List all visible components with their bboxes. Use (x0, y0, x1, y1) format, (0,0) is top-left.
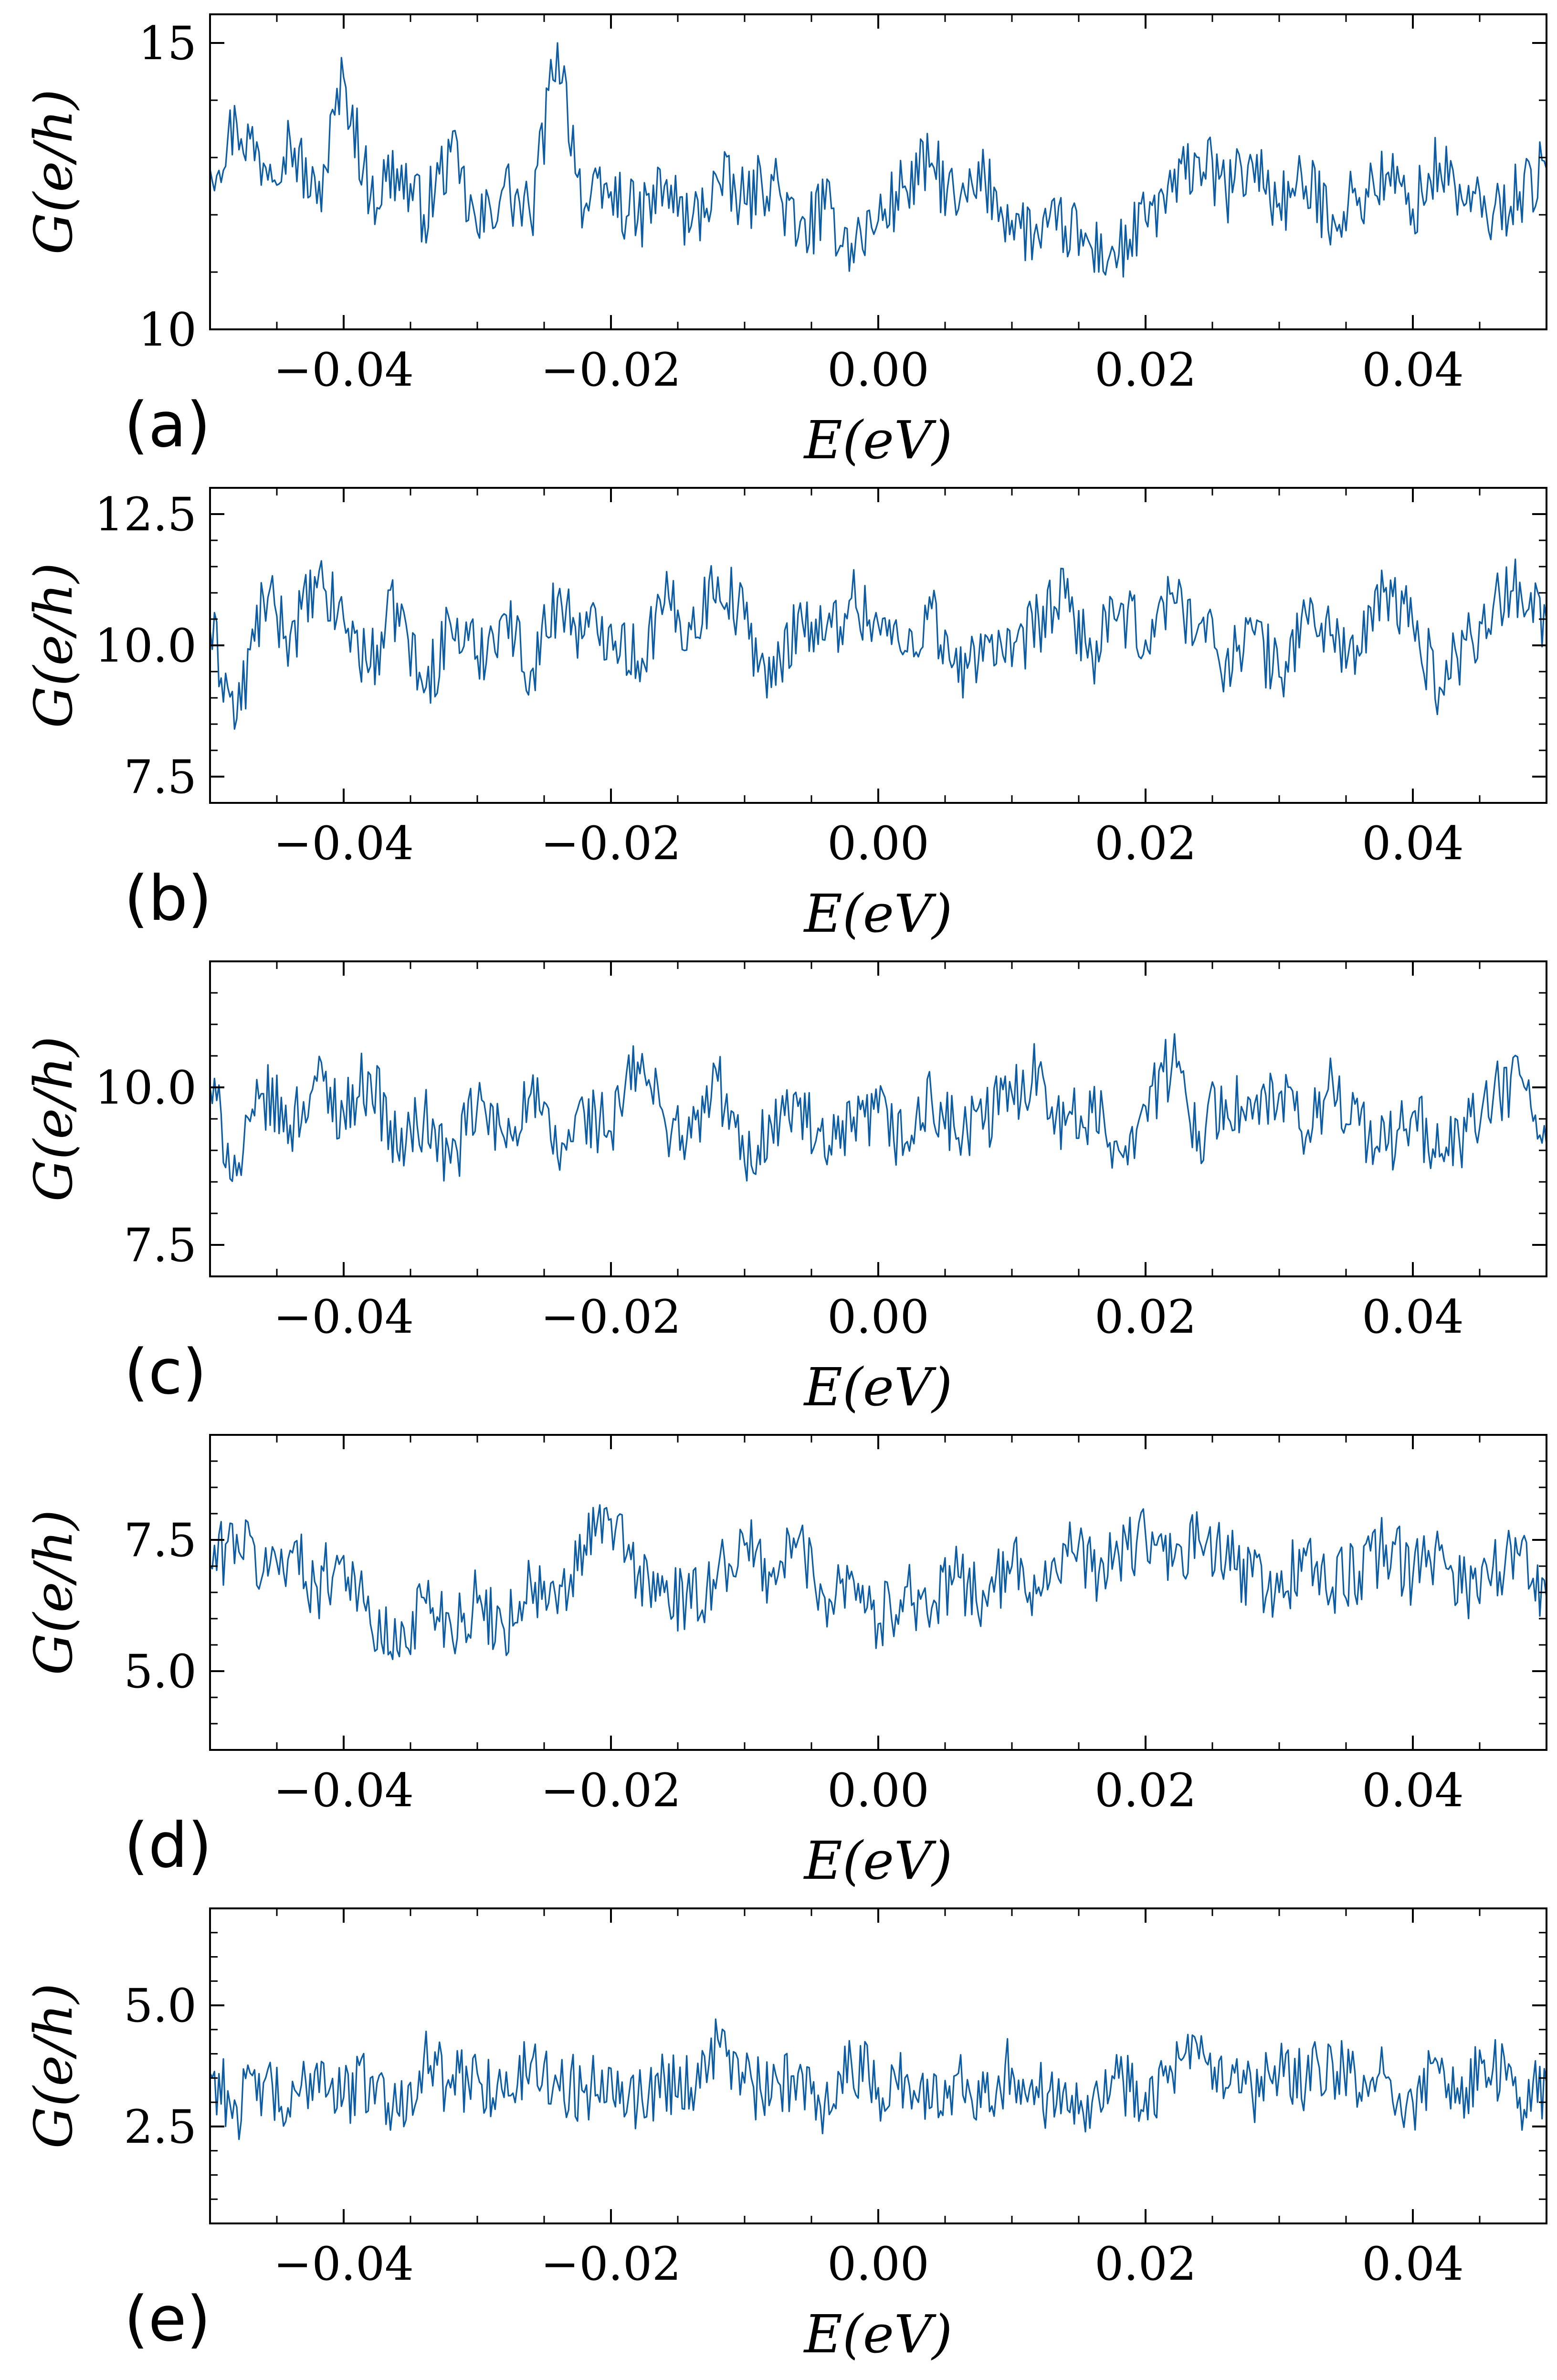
panel-0: −0.04 −0.02 0.00 0.02 0.04 10 15 E(eV) G(e/h) (a) (23, 13, 1547, 471)
plot-frame (209, 487, 1547, 804)
x-axis-label: E(eV) (803, 883, 953, 944)
series-line (210, 42, 1546, 278)
series-line (210, 558, 1546, 730)
y-tick-label: 7.5 (124, 750, 197, 804)
x-axis-label: E(eV) (803, 1830, 953, 1891)
y-tick-label: 15 (138, 17, 197, 70)
x-tick-label: −0.04 (274, 817, 414, 870)
panel-label: (e) (124, 2283, 210, 2355)
x-tick-label: −0.02 (541, 817, 681, 870)
x-tick-label: 0.02 (1094, 1290, 1197, 1344)
y-tick-label: 2.5 (124, 2100, 197, 2154)
series-line (210, 1504, 1546, 1660)
x-tick-label: 0.02 (1094, 2237, 1197, 2291)
series-line (210, 1033, 1546, 1182)
y-axis-label: G(e/h) (23, 563, 84, 728)
panel-label: (b) (124, 862, 212, 935)
panel-2: −0.04 −0.02 0.00 0.02 0.04 7.5 10.0 E(eV) G(e/h)… (23, 960, 1547, 1418)
x-tick-label: 0.00 (827, 1764, 929, 1817)
y-tick-label: 12.5 (95, 488, 197, 541)
x-axis-label: E(eV) (803, 1357, 953, 1418)
panel-label: (c) (124, 1336, 207, 1408)
y-axis-label: G(e/h) (23, 1510, 84, 1675)
y-tick-label: 7.5 (124, 1514, 197, 1567)
y-tick-label: 7.5 (124, 1219, 197, 1272)
panel-3: −0.04 −0.02 0.00 0.02 0.04 5.0 7.5 E(eV) G(e/h) (… (23, 1434, 1547, 1891)
x-tick-label: 0.00 (827, 1290, 929, 1344)
y-tick-label: 10.0 (95, 1061, 197, 1115)
y-axis-label: G(e/h) (23, 1036, 84, 1202)
plot-frame (209, 960, 1547, 1277)
plot-frame (209, 1434, 1547, 1751)
x-tick-label: 0.00 (827, 2237, 929, 2291)
x-tick-label: 0.02 (1094, 817, 1197, 870)
y-axis-label: G(e/h) (23, 89, 84, 255)
y-axis-label: G(e/h) (23, 1983, 84, 2149)
x-tick-label: 0.04 (1362, 1764, 1464, 1817)
x-tick-label: −0.02 (541, 1764, 681, 1817)
panel-label: (a) (124, 389, 210, 461)
plot-frame (209, 1907, 1547, 2224)
x-tick-label: 0.02 (1094, 343, 1197, 397)
panel-1: −0.04 −0.02 0.00 0.02 0.04 7.5 10.0 12.5 E(eV) G(… (23, 487, 1547, 944)
x-tick-label: 0.00 (827, 343, 929, 397)
x-tick-label: −0.04 (274, 1290, 414, 1344)
y-tick-label: 5.0 (124, 1979, 197, 2032)
y-tick-label: 10.0 (95, 619, 197, 673)
x-tick-label: 0.04 (1362, 817, 1464, 870)
x-tick-label: −0.02 (541, 2237, 681, 2291)
y-tick-label: 5.0 (124, 1645, 197, 1698)
x-tick-label: −0.04 (274, 2237, 414, 2291)
x-tick-label: −0.04 (274, 343, 414, 397)
x-tick-label: 0.04 (1362, 2237, 1464, 2291)
x-tick-label: 0.04 (1362, 1290, 1464, 1344)
y-tick-label: 10 (138, 303, 197, 357)
panel-label: (d) (124, 1809, 212, 1882)
x-tick-label: 0.04 (1362, 343, 1464, 397)
x-tick-label: −0.04 (274, 1764, 414, 1817)
x-axis-label: E(eV) (803, 2304, 953, 2365)
x-axis-label: E(eV) (803, 410, 953, 471)
x-tick-label: 0.02 (1094, 1764, 1197, 1817)
x-tick-label: 0.00 (827, 817, 929, 870)
panel-4: −0.04 −0.02 0.00 0.02 0.04 2.5 5.0 E(eV) G(e/h) (… (23, 1907, 1547, 2365)
x-tick-label: −0.02 (541, 1290, 681, 1344)
plot-frame (209, 13, 1547, 330)
x-tick-label: −0.02 (541, 343, 681, 397)
series-line (210, 2018, 1546, 2140)
